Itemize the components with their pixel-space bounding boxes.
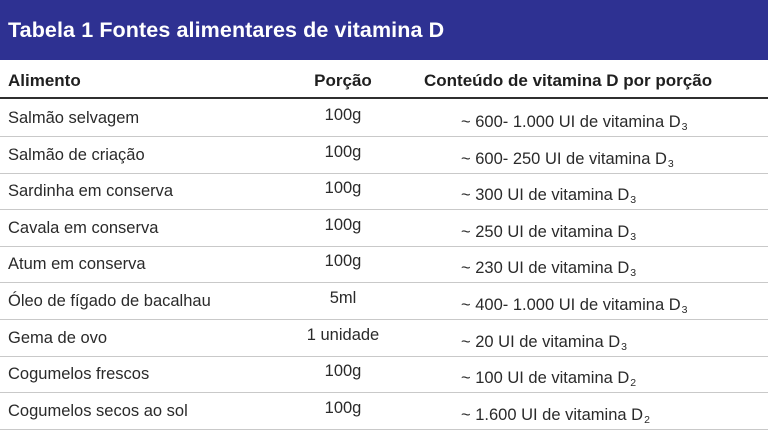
cell-content-text: ~ 600- 250 UI de vitamina D: [461, 149, 667, 168]
cell-content-text: ~ 400- 1.000 UI de vitamina D: [461, 296, 681, 314]
column-header-food: Alimento: [8, 71, 81, 90]
vitamin-subscript: 3: [667, 157, 674, 170]
cell-portion: 100g: [324, 142, 362, 161]
cell-content-text: ~ 100 UI de vitamina D: [461, 369, 630, 388]
cell-portion: 100g: [324, 179, 362, 198]
cell-content: ~ 1.600 UI de vitamina D2: [461, 406, 650, 426]
table-row: Gema de ovo 1 unidade ~ 20 UI de vitamina …: [0, 320, 768, 357]
table-row: Cogumelos frescos 100g ~ 100 UI de vitamin…: [0, 357, 768, 394]
cell-content: ~ 100 UI de vitamina D2: [461, 369, 636, 389]
cell-portion: 100g: [324, 362, 362, 381]
cell-content-text: ~ 20 UI de vitamina D: [461, 332, 621, 351]
cell-content: ~ 600- 250 UI de vitamina D3: [461, 150, 674, 170]
cell-food: Sardinha em conserva: [8, 182, 174, 201]
table-row: Atum em conserva 100g ~ 230 UI de vitamina…: [0, 247, 768, 284]
cell-content-text: ~ 300 UI de vitamina D: [461, 186, 630, 205]
table-row: Salmão de criação 100g ~ 600- 250 UI de vi…: [0, 137, 768, 174]
vitamin-subscript: 3: [681, 121, 688, 133]
vitamin-subscript: 3: [630, 194, 637, 207]
cell-food: Cavala em conserva: [8, 218, 159, 237]
cell-content: ~ 20 UI de vitamina D3: [461, 333, 627, 353]
vitamin-subscript: 3: [630, 267, 637, 280]
cell-food: Salmão de criação: [8, 145, 145, 164]
cell-content: ~ 250 UI de vitamina D3: [461, 223, 636, 243]
vitamin-subscript: 2: [630, 377, 637, 390]
vitamin-subscript: 3: [681, 304, 688, 316]
column-header-portion: Porção: [314, 71, 372, 90]
cell-content-text: ~ 250 UI de vitamina D: [461, 222, 630, 241]
cell-portion: 100g: [324, 398, 362, 417]
table-row: Óleo de fígado de bacalhau 5ml ~ 400- 1.00…: [0, 284, 768, 320]
table-row: Salmão selvagem 100g ~ 600- 1.000 UI de vi…: [0, 101, 768, 137]
cell-content-text: ~ 1.600 UI de vitamina D: [461, 405, 644, 424]
cell-content: ~ 230 UI de vitamina D3: [461, 259, 636, 279]
cell-content: ~ 300 UI de vitamina D3: [461, 186, 636, 206]
cell-portion: 100g: [324, 252, 362, 271]
table-row: Cogumelos secos ao sol 100g ~ 1.600 UI de …: [0, 393, 768, 430]
cell-content: ~ 600- 1.000 UI de vitamina D3: [461, 113, 688, 133]
vitamin-subscript: 3: [621, 340, 627, 353]
cell-portion: 5ml: [329, 289, 357, 307]
cell-content-text: ~ 230 UI de vitamina D: [461, 259, 630, 278]
cell-food: Cogumelos frescos: [8, 365, 150, 384]
cell-food: Óleo de fígado de bacalhau: [8, 292, 211, 310]
cell-food: Cogumelos secos ao sol: [8, 401, 188, 420]
table-row: Sardinha em conserva 100g ~ 300 UI de vita…: [0, 174, 768, 211]
cell-food: Gema de ovo: [8, 328, 108, 347]
cell-food: Atum em conserva: [8, 255, 146, 274]
cell-portion: 100g: [324, 215, 362, 234]
table-header-row: Alimento Porção Conteúdo de vitamina D p…: [0, 63, 768, 99]
cell-portion: 100g: [324, 106, 362, 124]
table-title: Tabela 1 Fontes alimentares de vitamina …: [8, 17, 445, 42]
column-header-content: Conteúdo de vitamina D por porção: [424, 71, 713, 90]
cell-content: ~ 400- 1.000 UI de vitamina D3: [461, 296, 688, 316]
cell-content-text: ~ 600- 1.000 UI de vitamina D: [461, 113, 681, 131]
cell-portion: 1 unidade: [306, 325, 380, 344]
vitamin-subscript: 3: [630, 230, 637, 243]
vitamin-subscript: 2: [644, 413, 650, 426]
table-title-bar: Tabela 1 Fontes alimentares de vitamina …: [0, 0, 768, 60]
cell-food: Salmão selvagem: [8, 109, 140, 127]
table-row: Cavala em conserva 100g ~ 250 UI de vitami…: [0, 210, 768, 247]
